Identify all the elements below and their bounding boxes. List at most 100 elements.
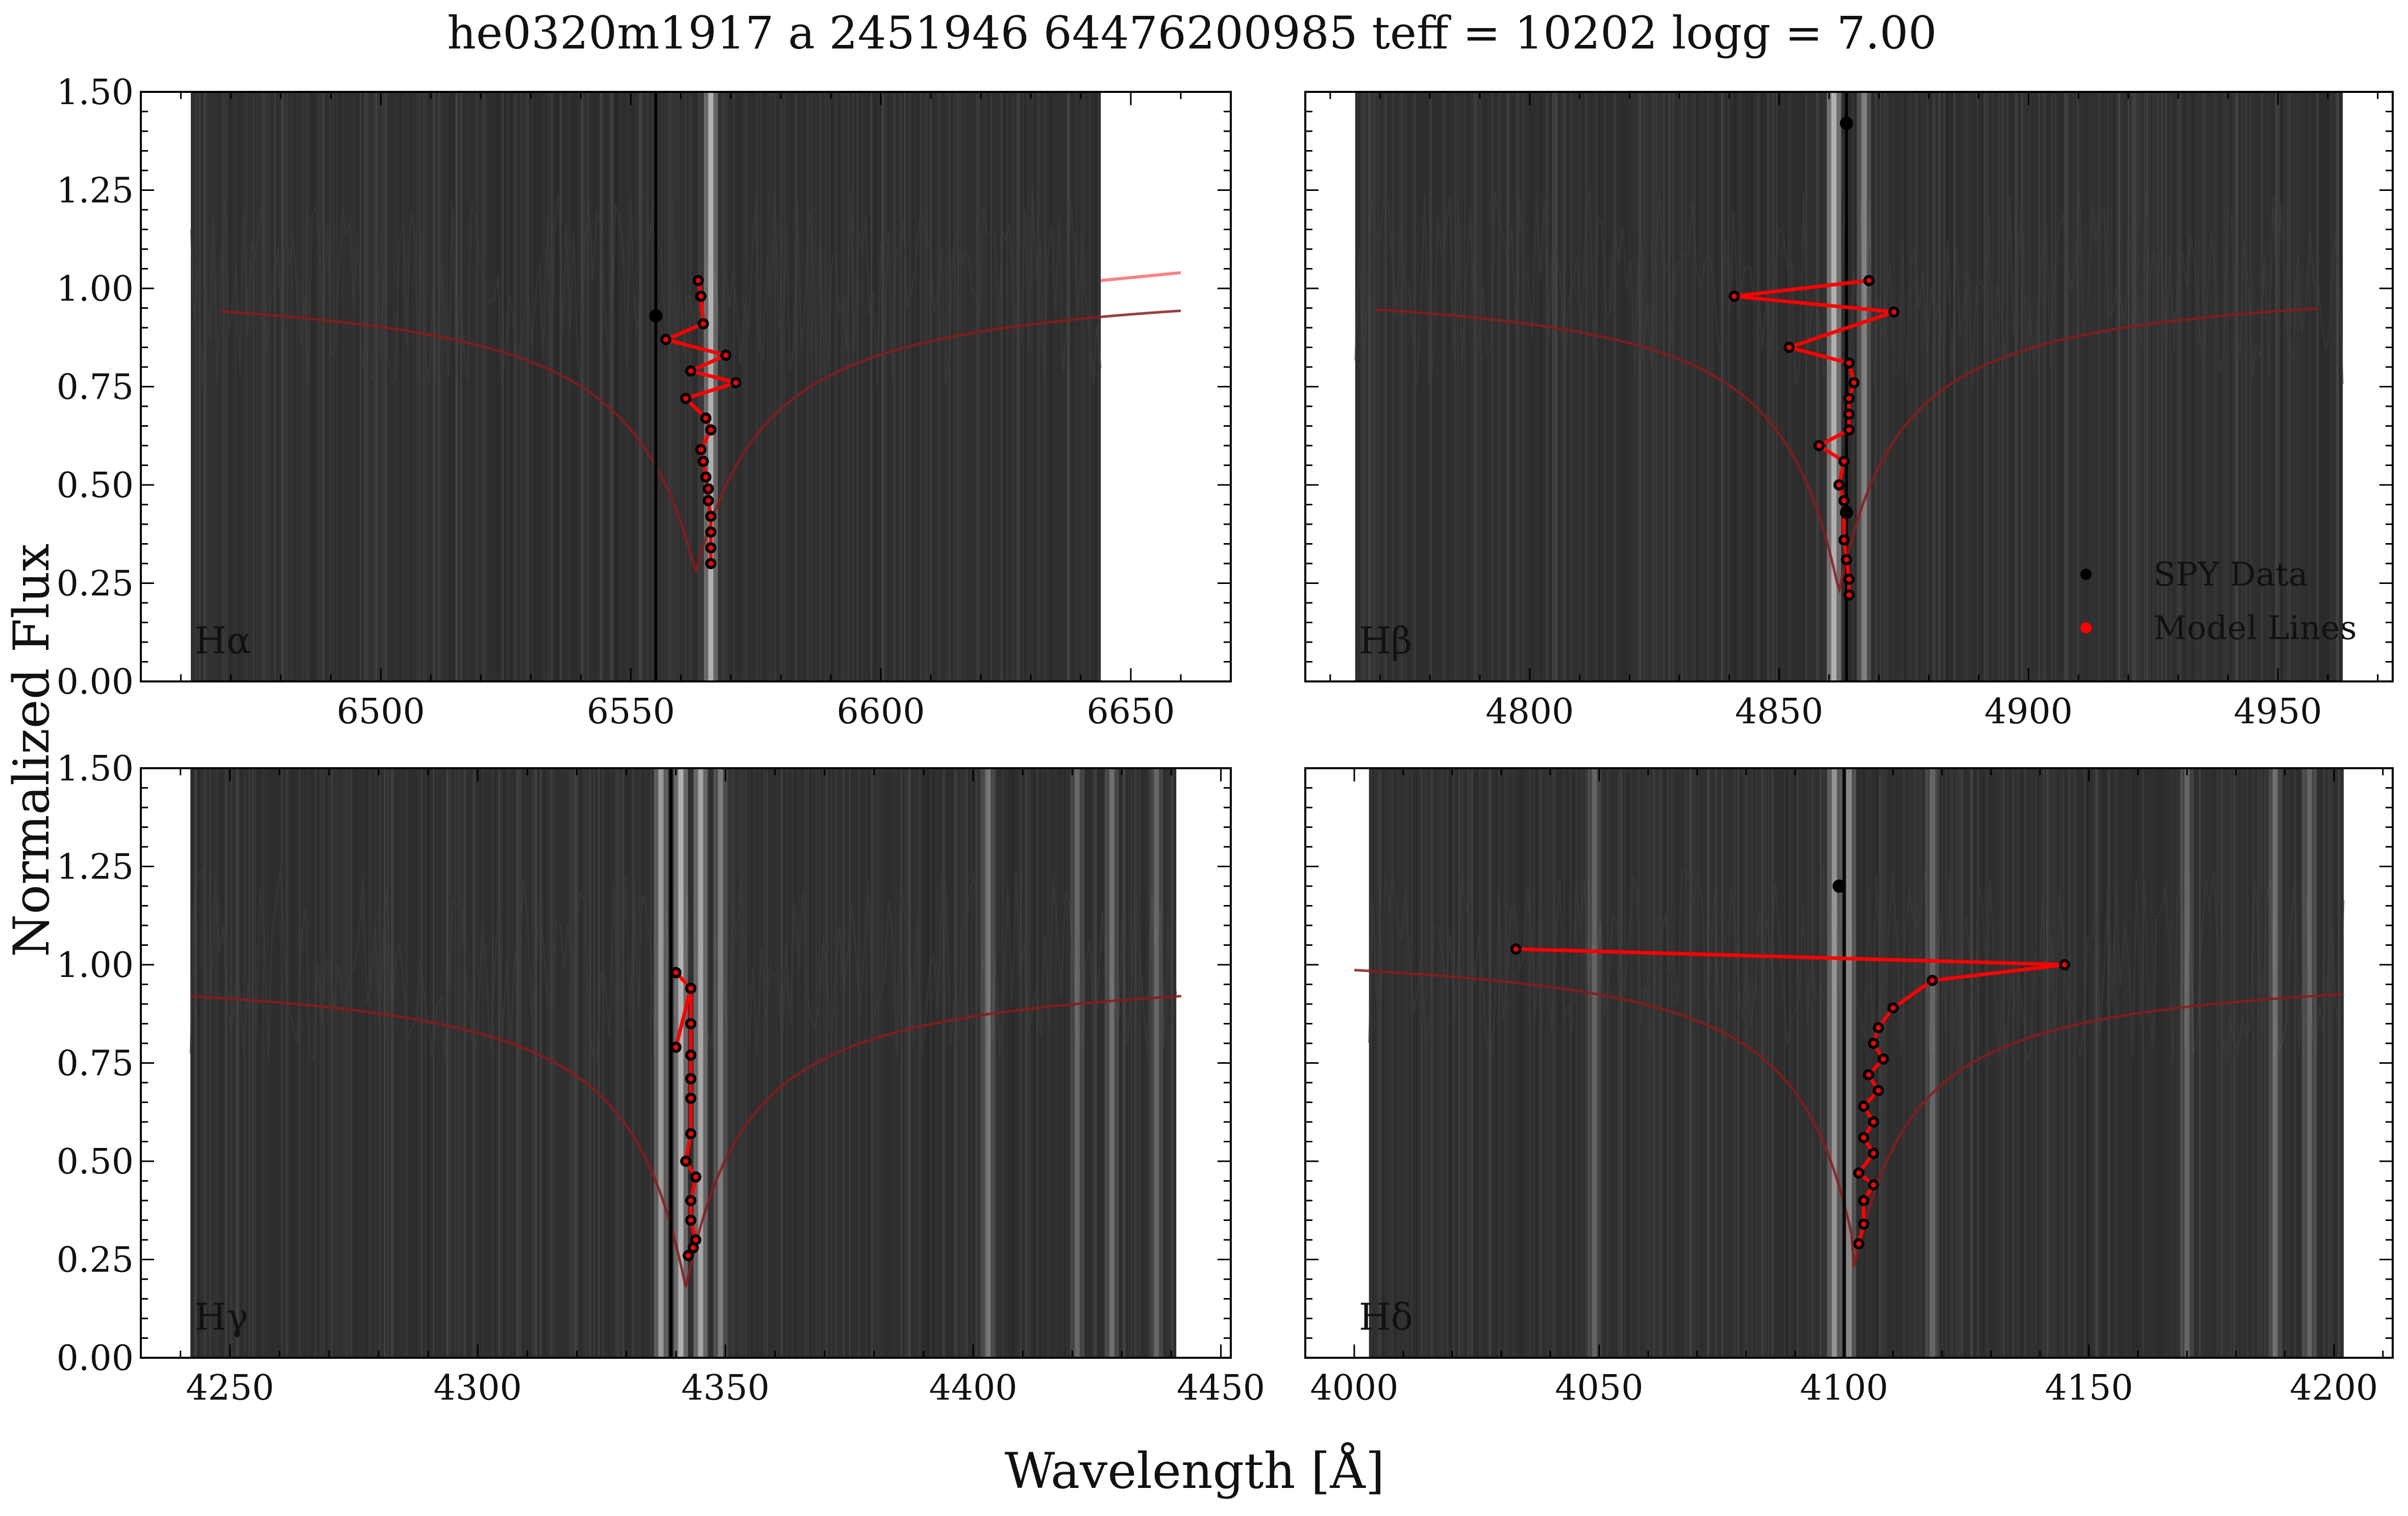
texture-streak: [523, 768, 525, 1358]
texture-streak: [2177, 92, 2179, 681]
model-point: [1846, 396, 1852, 401]
y-tick-label: 0.75: [57, 368, 134, 408]
x-tick-label: 6650: [1087, 692, 1175, 732]
texture-streak: [341, 768, 343, 1358]
texture-streak: [2089, 92, 2091, 681]
texture-streak: [2260, 768, 2263, 1358]
texture-streak: [1101, 768, 1103, 1358]
bright-streak-glow: [1104, 768, 1119, 1358]
texture-streak: [1822, 768, 1825, 1358]
texture-streak: [2015, 92, 2018, 681]
texture-streak: [1465, 768, 1468, 1358]
texture-streak: [635, 92, 637, 681]
texture-streak: [1057, 768, 1059, 1358]
texture-streak: [358, 92, 360, 681]
texture-streak: [886, 768, 888, 1358]
texture-streak: [2162, 768, 2164, 1358]
texture-streak: [1512, 92, 1515, 681]
texture-streak: [1545, 768, 1548, 1358]
figure-title: he0320m1917 a 2451946 64476200985 teff =…: [447, 7, 1937, 59]
model-point: [688, 1131, 693, 1137]
texture-streak: [2290, 92, 2291, 681]
texture-streak: [2297, 92, 2298, 681]
texture-streak: [1811, 768, 1814, 1358]
panel-h-delta: 4000 4050 4100 4150 4200 Hδ: [1304, 767, 2394, 1408]
texture-streak: [1997, 768, 2000, 1358]
texture-streak: [597, 92, 599, 681]
texture-streak: [1029, 768, 1031, 1358]
texture-streak: [1059, 92, 1061, 681]
texture-streak: [218, 768, 221, 1358]
texture-streak: [668, 92, 672, 681]
texture-streak: [313, 92, 315, 681]
texture-streak: [2000, 768, 2002, 1358]
texture-streak: [953, 92, 956, 681]
ticks: [1305, 91, 2393, 682]
texture-streak: [1991, 768, 1992, 1358]
texture-streak: [1963, 92, 1966, 681]
texture-streak: [1876, 768, 1878, 1358]
texture-streak: [1813, 768, 1817, 1358]
texture-streak: [1041, 768, 1044, 1358]
bright-streak: [2184, 768, 2190, 1358]
texture-streak: [1577, 92, 1579, 681]
texture-streak: [509, 768, 511, 1358]
panel-h-beta: 4800 4850 4900 4950 Hβ: [1304, 91, 2394, 732]
texture-streak: [2301, 92, 2303, 681]
ticks: [141, 767, 1231, 1359]
texture-streak: [2094, 92, 2097, 681]
texture-streak: [2092, 768, 2095, 1358]
bright-streak-glow: [2268, 768, 2282, 1358]
model-point: [1861, 1221, 1867, 1227]
texture-streak: [1568, 92, 1571, 681]
texture-streak: [1660, 768, 1662, 1358]
texture-streak: [614, 768, 618, 1358]
texture-streak: [1008, 768, 1010, 1358]
texture-streak: [1646, 768, 1648, 1358]
texture-streak: [1588, 768, 1590, 1358]
texture-streak: [302, 768, 304, 1358]
texture-streak: [862, 768, 865, 1358]
texture-streak: [898, 768, 901, 1358]
texture-streak: [954, 768, 957, 1358]
texture-streak: [800, 92, 802, 681]
texture-streak: [576, 768, 579, 1358]
texture-streak: [2255, 768, 2257, 1358]
model-point: [1876, 1025, 1881, 1031]
texture-streak: [1907, 92, 1909, 681]
texture-streak: [751, 768, 753, 1358]
texture-streak: [2076, 92, 2079, 681]
texture-streak: [2308, 92, 2311, 681]
texture-streak: [646, 92, 649, 681]
texture-streak: [1630, 768, 1633, 1358]
panel-h-gamma: 4250 4300 4350 4400 4450 0.00 0.25 0.50 0.75 1.00…: [57, 749, 1265, 1408]
texture-streak: [2292, 768, 2295, 1358]
texture-streak: [1813, 92, 1815, 681]
texture-streak: [1721, 768, 1724, 1358]
texture-streak: [830, 768, 833, 1358]
texture-streak: [996, 92, 998, 681]
texture-streak: [2330, 92, 2332, 681]
texture-streak: [1050, 92, 1052, 681]
texture-streak: [203, 92, 207, 681]
legend-label-spy-data: SPY Data: [2153, 556, 2308, 594]
texture-streak: [761, 768, 763, 1358]
texture-streak: [311, 768, 315, 1358]
texture-streak: [436, 768, 438, 1358]
texture-streak: [523, 92, 526, 681]
texture-streak: [1571, 768, 1574, 1358]
texture-streak: [912, 768, 914, 1358]
texture-streak: [568, 92, 570, 681]
plot-area: [189, 768, 1182, 1358]
texture-streak: [259, 92, 262, 681]
texture-streak: [1643, 92, 1646, 681]
texture-streak: [425, 92, 427, 681]
texture-streak: [2226, 92, 2229, 681]
texture-streak: [936, 768, 939, 1358]
texture-streak: [1606, 768, 1609, 1358]
texture-streak: [1714, 768, 1717, 1358]
texture-streak: [1951, 92, 1954, 681]
texture-streak: [258, 768, 260, 1358]
texture-streak: [904, 92, 906, 681]
texture-streak: [956, 768, 958, 1358]
